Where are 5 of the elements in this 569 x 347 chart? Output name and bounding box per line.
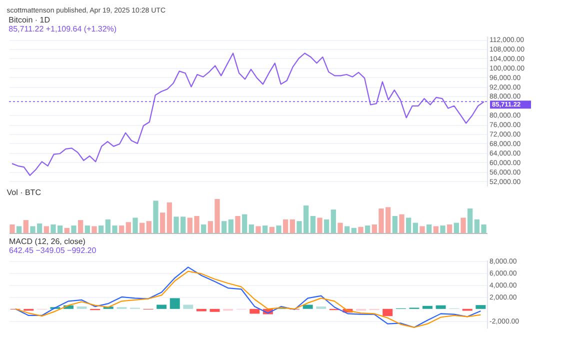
chart-subtitle: 642.45 −349.05 −992.20 — [9, 246, 97, 256]
chart-title: Vol · BTC — [6, 188, 42, 197]
chart-title: MACD (12, 26, close) — [9, 237, 86, 246]
chart-title: Bitcoin · 1D — [8, 16, 50, 25]
chart-subtitle: 85,711.22 +1,109.64 (+1.32%) — [8, 24, 117, 34]
